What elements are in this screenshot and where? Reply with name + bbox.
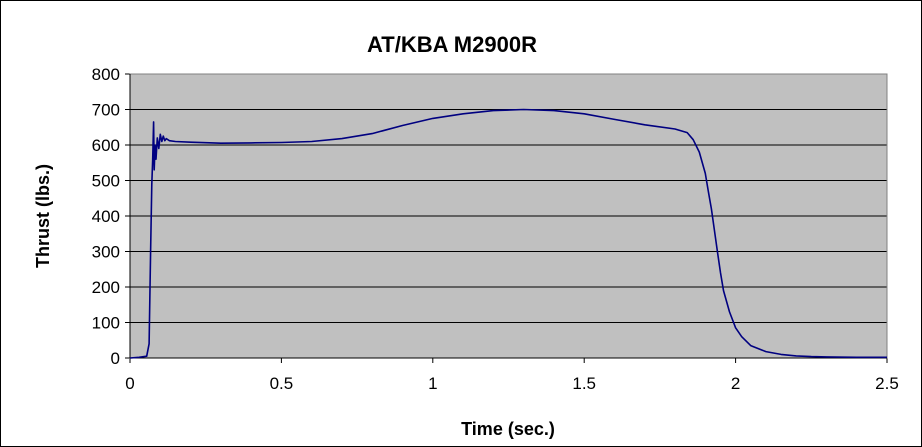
y-tick-label: 800 [92,65,120,84]
x-tick-label: 0 [125,374,134,393]
y-tick-label: 200 [92,278,120,297]
tick-labels: 0 100 200 300 400 500 600 700 800 0 0.5 1 1.5 2 2.5 [92,65,899,393]
x-tick-label: 1.5 [572,374,596,393]
y-tick-label: 700 [92,101,120,120]
y-tick-label: 300 [92,243,120,262]
x-tick-label: 1 [428,374,437,393]
axes [125,73,888,363]
x-axis-label: Time (sec.) [461,419,555,439]
chart-title: AT/KBA M2900R [367,32,537,57]
x-tick-label: 0.5 [270,374,294,393]
y-tick-label: 0 [111,349,120,368]
y-tick-label: 600 [92,136,120,155]
y-tick-label: 100 [92,314,120,333]
thrust-series-line [129,108,887,359]
y-tick-label: 400 [92,207,120,226]
y-tick-label: 500 [92,172,120,191]
x-tick-label: 2 [731,374,740,393]
y-axis-label: Thrust (lbs.) [33,164,53,268]
x-tick-label: 2.5 [875,374,899,393]
